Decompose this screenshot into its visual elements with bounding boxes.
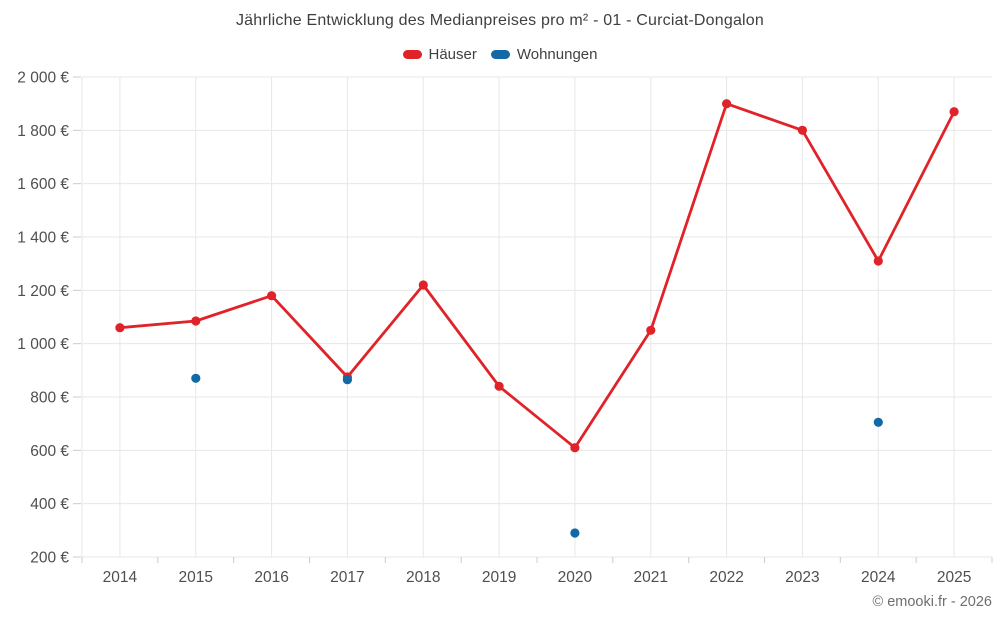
h-user-point[interactable]: [115, 323, 125, 333]
legend-label-wohnungen: Wohnungen: [516, 46, 598, 63]
y-axis-label: 2 000 €: [17, 70, 69, 87]
x-axis-label: 2017: [330, 569, 364, 586]
h-user-point[interactable]: [873, 256, 883, 266]
wohnungen-point[interactable]: [191, 373, 201, 383]
x-axis-label: 2023: [785, 569, 819, 586]
h-user-point[interactable]: [191, 316, 201, 326]
h-user-point[interactable]: [722, 99, 732, 109]
h-user-point[interactable]: [267, 291, 277, 301]
x-axis-label: 2018: [406, 569, 440, 586]
chart-title: Jährliche Entwicklung des Medianpreises …: [235, 12, 764, 29]
x-axis-label: 2021: [634, 569, 668, 586]
x-axis-label: 2022: [709, 569, 743, 586]
copyright-watermark: © emooki.fr - 2026: [872, 594, 992, 610]
legend: Häuser Wohnungen: [0, 46, 1000, 63]
wohnungen-series-swatch-icon: [490, 50, 510, 59]
wohnungen-point[interactable]: [570, 528, 580, 538]
h-user-point[interactable]: [494, 381, 504, 391]
x-axis-label: 2019: [482, 569, 516, 586]
legend-item-wohnungen[interactable]: Wohnungen: [490, 46, 598, 63]
y-axis-label: 400 €: [30, 496, 69, 513]
h-user-point[interactable]: [418, 280, 428, 290]
h-user-point[interactable]: [646, 325, 656, 335]
y-axis-label: 1 200 €: [17, 283, 69, 300]
y-axis-label: 1 800 €: [17, 123, 69, 140]
h-user-point[interactable]: [570, 443, 580, 453]
h-user-point[interactable]: [797, 125, 808, 135]
x-axis-label: 2024: [861, 569, 896, 586]
y-axis-label: 1 600 €: [17, 176, 69, 193]
x-axis-label: 2015: [179, 569, 213, 586]
x-axis-label: 2025: [937, 569, 971, 586]
x-axis-label: 2014: [103, 569, 138, 586]
legend-label-haeuser: Häuser: [428, 46, 477, 63]
y-axis-label: 800 €: [30, 390, 69, 407]
legend-item-haeuser[interactable]: Häuser: [402, 46, 477, 63]
x-axis-label: 2016: [254, 569, 288, 586]
y-axis-label: 1 000 €: [17, 336, 69, 353]
h-user-line: [118, 102, 956, 450]
y-axis-label: 1 400 €: [17, 230, 69, 247]
x-axis-label: 2020: [558, 569, 593, 586]
y-axis-label: 200 €: [30, 550, 69, 567]
h-user-point[interactable]: [949, 107, 959, 117]
wohnungen-point[interactable]: [873, 417, 883, 427]
y-axis-label: 600 €: [30, 443, 69, 460]
haeuser-series-swatch-icon: [402, 50, 422, 59]
wohnungen-point[interactable]: [342, 375, 352, 385]
